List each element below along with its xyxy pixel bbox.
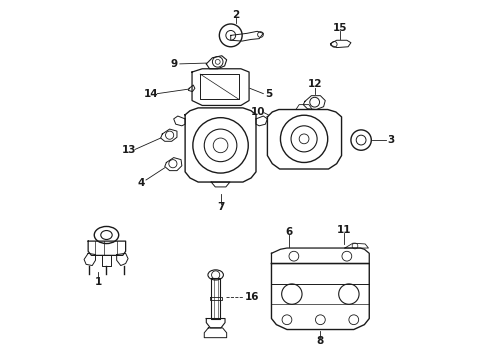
Text: 5: 5	[265, 89, 272, 99]
Text: 8: 8	[317, 336, 324, 346]
Text: 15: 15	[333, 23, 347, 33]
Text: 6: 6	[285, 227, 292, 237]
Text: 2: 2	[232, 10, 239, 20]
Text: 13: 13	[122, 145, 136, 155]
Text: 3: 3	[387, 135, 394, 145]
Text: 9: 9	[170, 59, 177, 69]
Text: 4: 4	[137, 178, 145, 188]
Text: 7: 7	[217, 202, 224, 212]
Text: 12: 12	[307, 79, 322, 89]
Text: 14: 14	[144, 89, 159, 99]
Text: 16: 16	[245, 292, 259, 302]
Text: 11: 11	[337, 225, 351, 235]
Text: 1: 1	[95, 277, 102, 287]
Text: 10: 10	[251, 107, 266, 117]
